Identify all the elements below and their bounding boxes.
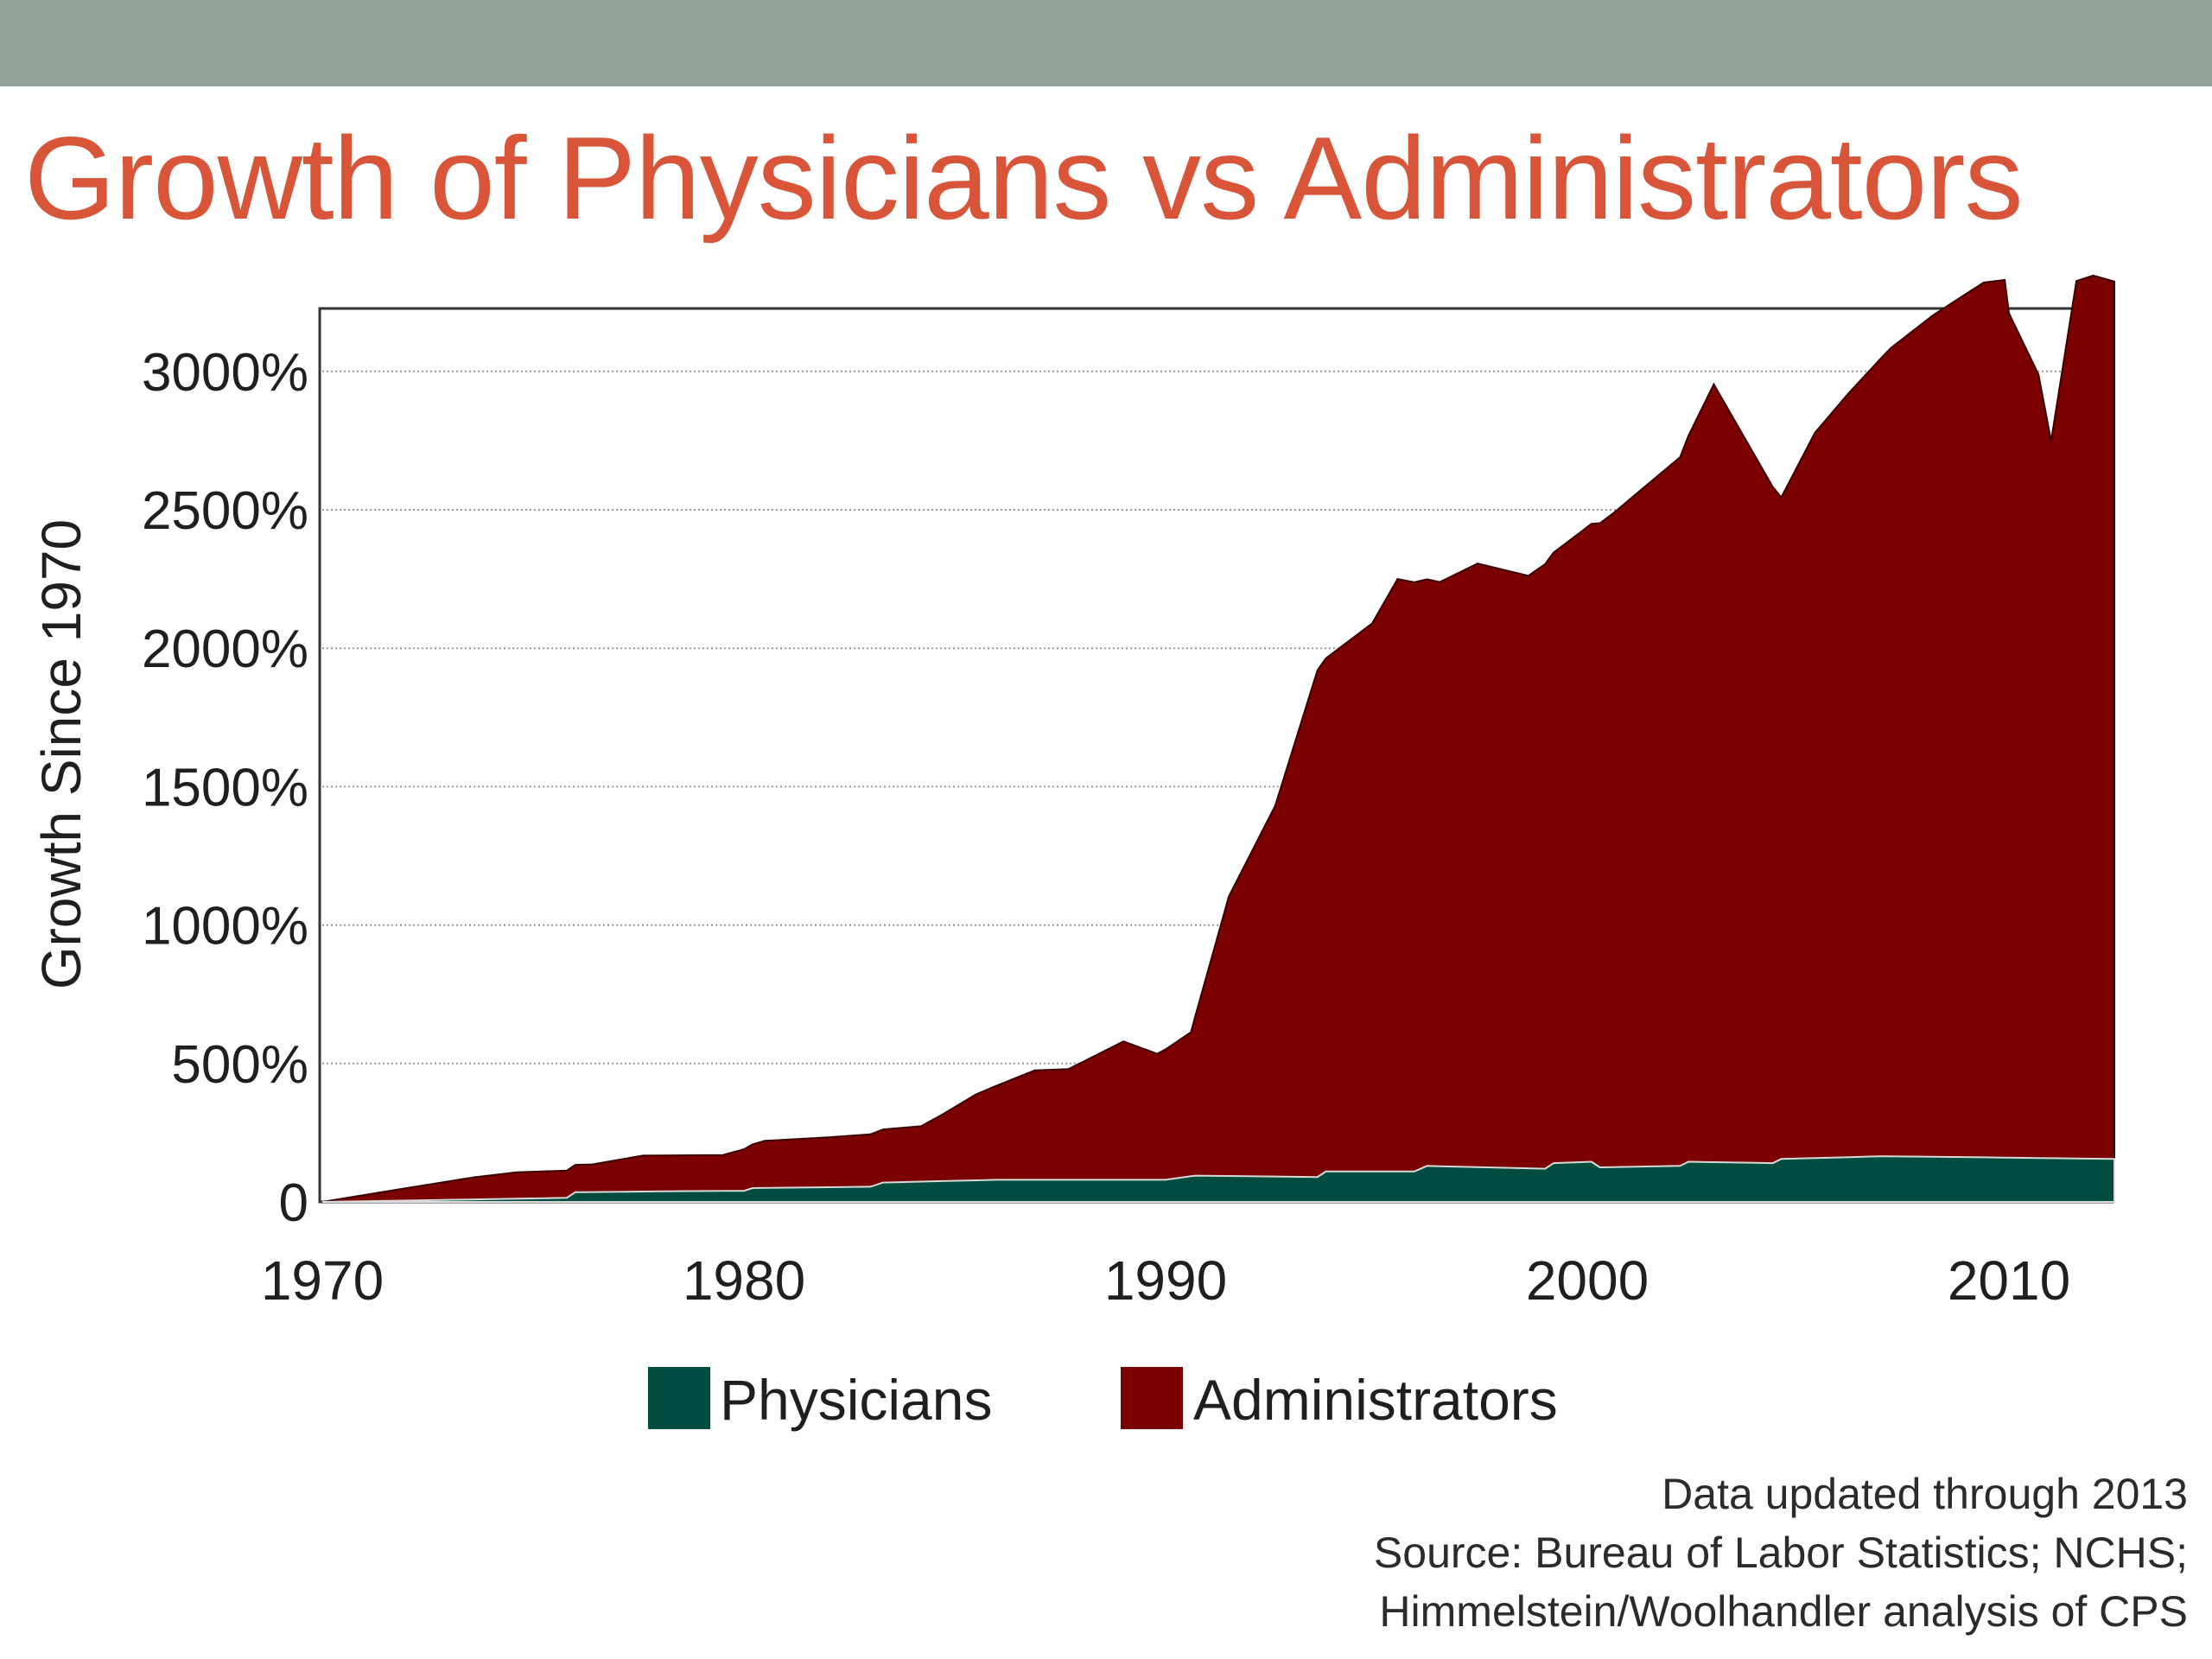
data-areas [321, 274, 2115, 1203]
source-note: Data updated through 2013 Source: Bureau… [1237, 1465, 2188, 1641]
y-tick-label-0: 0 [279, 1173, 308, 1233]
legend-label-physicians: Physicians [720, 1368, 992, 1432]
legend: Physicians Administrators [648, 1367, 1558, 1432]
axis-ticks: 0 500% 1000% 1500% 2000% 2500% 3000% 1970 1980 19… [142, 343, 2070, 1312]
series-area-physicians [321, 1155, 2115, 1203]
source-line-analysis: Himmelstein/Woolhandler analysis of CPS [1379, 1587, 2188, 1636]
x-tick-label-2000: 2000 [1526, 1249, 1649, 1312]
legend-swatch-administrators [1121, 1367, 1183, 1429]
y-tick-label-2000: 2000% [142, 620, 308, 679]
x-tick-label-2010: 2010 [1948, 1249, 2070, 1312]
y-axis-label: Growth Since 1970 [30, 519, 92, 989]
legend-label-administrators: Administrators [1193, 1368, 1558, 1432]
source-line-agencies: Source: Bureau of Labor Statistics; NCHS… [1373, 1529, 2188, 1577]
y-tick-label-2500: 2500% [142, 481, 308, 541]
y-tick-label-1000: 1000% [142, 897, 308, 957]
x-tick-label-1980: 1980 [683, 1249, 805, 1312]
legend-swatch-physicians [648, 1367, 710, 1429]
x-tick-label-1990: 1990 [1104, 1249, 1227, 1312]
x-tick-label-1970: 1970 [261, 1249, 384, 1312]
y-tick-label-1500: 1500% [142, 758, 308, 817]
source-line-updated: Data updated through 2013 [1662, 1470, 2188, 1518]
slide-title: Growth of Physicians vs Administrators [24, 112, 2024, 244]
top-accent-bar [0, 0, 2212, 86]
y-tick-label-3000: 3000% [142, 343, 308, 403]
y-tick-label-500: 500% [171, 1035, 308, 1095]
